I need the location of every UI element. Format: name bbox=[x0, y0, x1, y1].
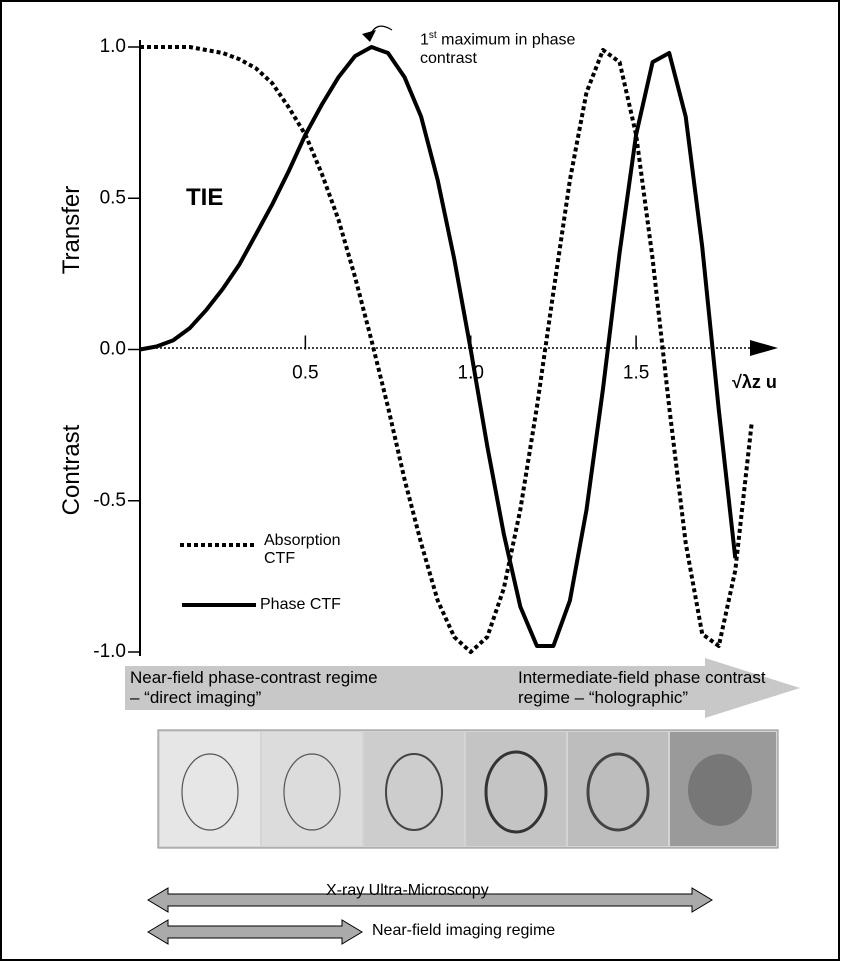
page: -1.0 -0.5 0.0 0.5 1.0 0.5 1.0 1.5 Transfer Cont… bbox=[0, 0, 841, 962]
y-axis-label: Transfer bbox=[58, 186, 86, 274]
legend-label: Absorption CTF bbox=[264, 532, 364, 569]
y-tick-label: 1.0 bbox=[100, 36, 126, 57]
legend-label: Phase CTF bbox=[260, 596, 341, 614]
series-line bbox=[140, 47, 735, 646]
y-tick-label: -1.0 bbox=[93, 641, 126, 662]
x-axis-label: √λz u bbox=[732, 372, 777, 393]
face-panel bbox=[364, 732, 464, 846]
range-label: X-ray Ultra-Microscopy bbox=[326, 882, 489, 900]
face-panel bbox=[466, 732, 566, 846]
annotation-text: maximum in phase contrast bbox=[420, 31, 575, 66]
x-tick-label: 1.5 bbox=[623, 363, 649, 384]
face-panel bbox=[160, 732, 260, 846]
inset-label: TIE bbox=[186, 184, 223, 212]
x-tick-label: 0.5 bbox=[292, 363, 318, 384]
chart: -1.0 -0.5 0.0 0.5 1.0 0.5 1.0 1.5 bbox=[0, 0, 841, 962]
x-axis-arrow bbox=[750, 340, 778, 356]
face-sketch bbox=[688, 754, 752, 826]
x-tick-label: 1.0 bbox=[458, 363, 484, 384]
annotation: 1st maximum in phase contrast bbox=[420, 30, 620, 68]
annotation-arrowhead bbox=[362, 30, 376, 42]
y-tick-label: 0.0 bbox=[100, 339, 126, 360]
face-panel bbox=[262, 732, 362, 846]
series-line bbox=[140, 47, 752, 652]
regime-label: Intermediate-field phase contrast regime… bbox=[518, 668, 808, 707]
annotation-suffix: st bbox=[429, 30, 437, 41]
y-axis-label: Contrast bbox=[58, 425, 86, 516]
y-tick-label: 0.5 bbox=[100, 187, 126, 208]
range-arrow bbox=[148, 920, 362, 944]
annotation-number: 1 bbox=[420, 31, 429, 48]
face-strip bbox=[158, 730, 778, 848]
regime-label: Near-field phase-contrast regime – “dire… bbox=[130, 668, 380, 707]
range-label: Near-field imaging regime bbox=[372, 922, 555, 940]
y-tick-label: -0.5 bbox=[93, 490, 126, 511]
